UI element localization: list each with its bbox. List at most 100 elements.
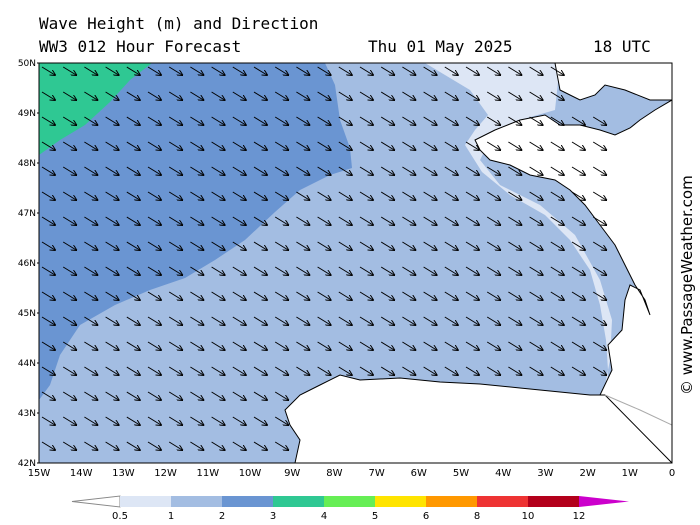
forecast-time: 18 UTC	[593, 37, 651, 56]
colorbar-label: 4	[321, 511, 327, 522]
colorbar: 0.5 1 2 3 4 5 6 8 10 12	[71, 495, 629, 522]
wave-arrow	[190, 116, 203, 125]
wave-arrow	[232, 316, 246, 325]
wave-arrow	[211, 366, 225, 375]
wave-arrow	[147, 66, 161, 75]
lat-label: 43N	[18, 409, 36, 419]
wave-arrow	[571, 316, 585, 325]
wave-arrow	[274, 166, 288, 175]
wave-arrow	[62, 266, 76, 275]
wave-arrow	[486, 216, 500, 225]
wave-arrow	[359, 166, 373, 175]
wave-arrow	[190, 391, 203, 400]
wave-arrow	[168, 291, 182, 300]
wave-arrow	[105, 291, 119, 300]
wave-arrow	[126, 141, 140, 150]
colorbar-label: 0.5	[112, 511, 128, 522]
wave-arrow	[147, 116, 161, 125]
wave-arrow	[380, 116, 394, 125]
wave-arrow	[211, 316, 225, 325]
wave-arrow	[402, 316, 415, 325]
wave-arrow	[508, 91, 521, 100]
wave-arrow	[168, 341, 182, 350]
wave-arrow	[253, 316, 267, 325]
lon-label: 13W	[112, 468, 135, 479]
wave-arrow	[571, 191, 585, 200]
wave-arrow	[126, 441, 140, 450]
wave-arrow	[486, 366, 500, 375]
forecast-date: Thu 01 May 2025	[368, 37, 513, 56]
wave-arrow	[84, 441, 97, 450]
wave-arrow	[84, 366, 97, 375]
wave-arrow	[380, 66, 394, 75]
wave-arrow	[465, 266, 479, 275]
wave-arrow	[274, 391, 288, 400]
wave-arrow	[317, 291, 331, 300]
wave-arrow	[274, 91, 288, 100]
colorbar-label: 12	[573, 511, 586, 522]
wave-arrow	[423, 66, 437, 75]
colorbar-label: 1	[168, 511, 174, 522]
wave-arrow	[190, 416, 203, 425]
wave-arrow	[232, 441, 246, 450]
wave-arrow	[486, 91, 500, 100]
wave-arrow	[423, 141, 437, 150]
wave-arrow	[62, 191, 76, 200]
credit-text: © www.PassageWeather.com	[678, 175, 696, 395]
wave-arrow	[529, 316, 543, 325]
wave-arrow	[402, 166, 415, 175]
wave-arrow	[380, 191, 394, 200]
wave-arrow	[338, 266, 352, 275]
wave-arrow	[211, 166, 225, 175]
wave-arrow	[147, 166, 161, 175]
lon-label: 15W	[28, 468, 51, 479]
wave-arrow	[274, 341, 288, 350]
wave-arrow	[126, 216, 140, 225]
border-line	[604, 394, 672, 426]
iberia-coast	[284, 374, 672, 463]
wave-arrow	[168, 366, 182, 375]
wave-arrow	[147, 191, 161, 200]
wave-arrow	[232, 91, 246, 100]
wave-arrow	[296, 366, 309, 375]
wave-arrow	[296, 316, 309, 325]
wave-arrow	[126, 416, 140, 425]
wave-arrow	[359, 141, 373, 150]
wave-arrow	[317, 316, 331, 325]
wave-arrow	[211, 441, 225, 450]
wave-arrow	[41, 391, 55, 400]
wave-arrow	[444, 241, 458, 250]
wave-arrow	[62, 316, 76, 325]
wave-arrow	[592, 266, 606, 275]
wave-arrow	[232, 141, 246, 150]
wave-arrow	[592, 166, 606, 175]
wave-arrow	[168, 391, 182, 400]
wave-arrow	[168, 91, 182, 100]
wave-arrow	[168, 141, 182, 150]
wave-arrow	[317, 216, 331, 225]
wave-arrow	[84, 91, 97, 100]
wave-arrow	[211, 416, 225, 425]
wave-arrow	[592, 291, 606, 300]
wave-arrow	[84, 66, 97, 75]
wave-arrow	[62, 391, 76, 400]
wave-arrow	[402, 191, 415, 200]
wave-arrow	[253, 241, 267, 250]
wave-arrow	[296, 141, 309, 150]
wave-arrow	[274, 241, 288, 250]
wave-arrow	[444, 166, 458, 175]
wave-arrow	[168, 241, 182, 250]
wave-arrow	[465, 91, 479, 100]
wave-arrow	[168, 416, 182, 425]
wave-arrow	[126, 366, 140, 375]
wave-arrow	[211, 116, 225, 125]
wave-arrow	[338, 366, 352, 375]
wave-arrow	[62, 241, 76, 250]
wave-direction-arrows	[41, 66, 606, 450]
lon-label: 1W	[622, 468, 638, 479]
wave-arrow	[126, 191, 140, 200]
wave-arrow	[296, 116, 309, 125]
wave-arrow	[317, 141, 331, 150]
wave-arrow	[296, 191, 309, 200]
